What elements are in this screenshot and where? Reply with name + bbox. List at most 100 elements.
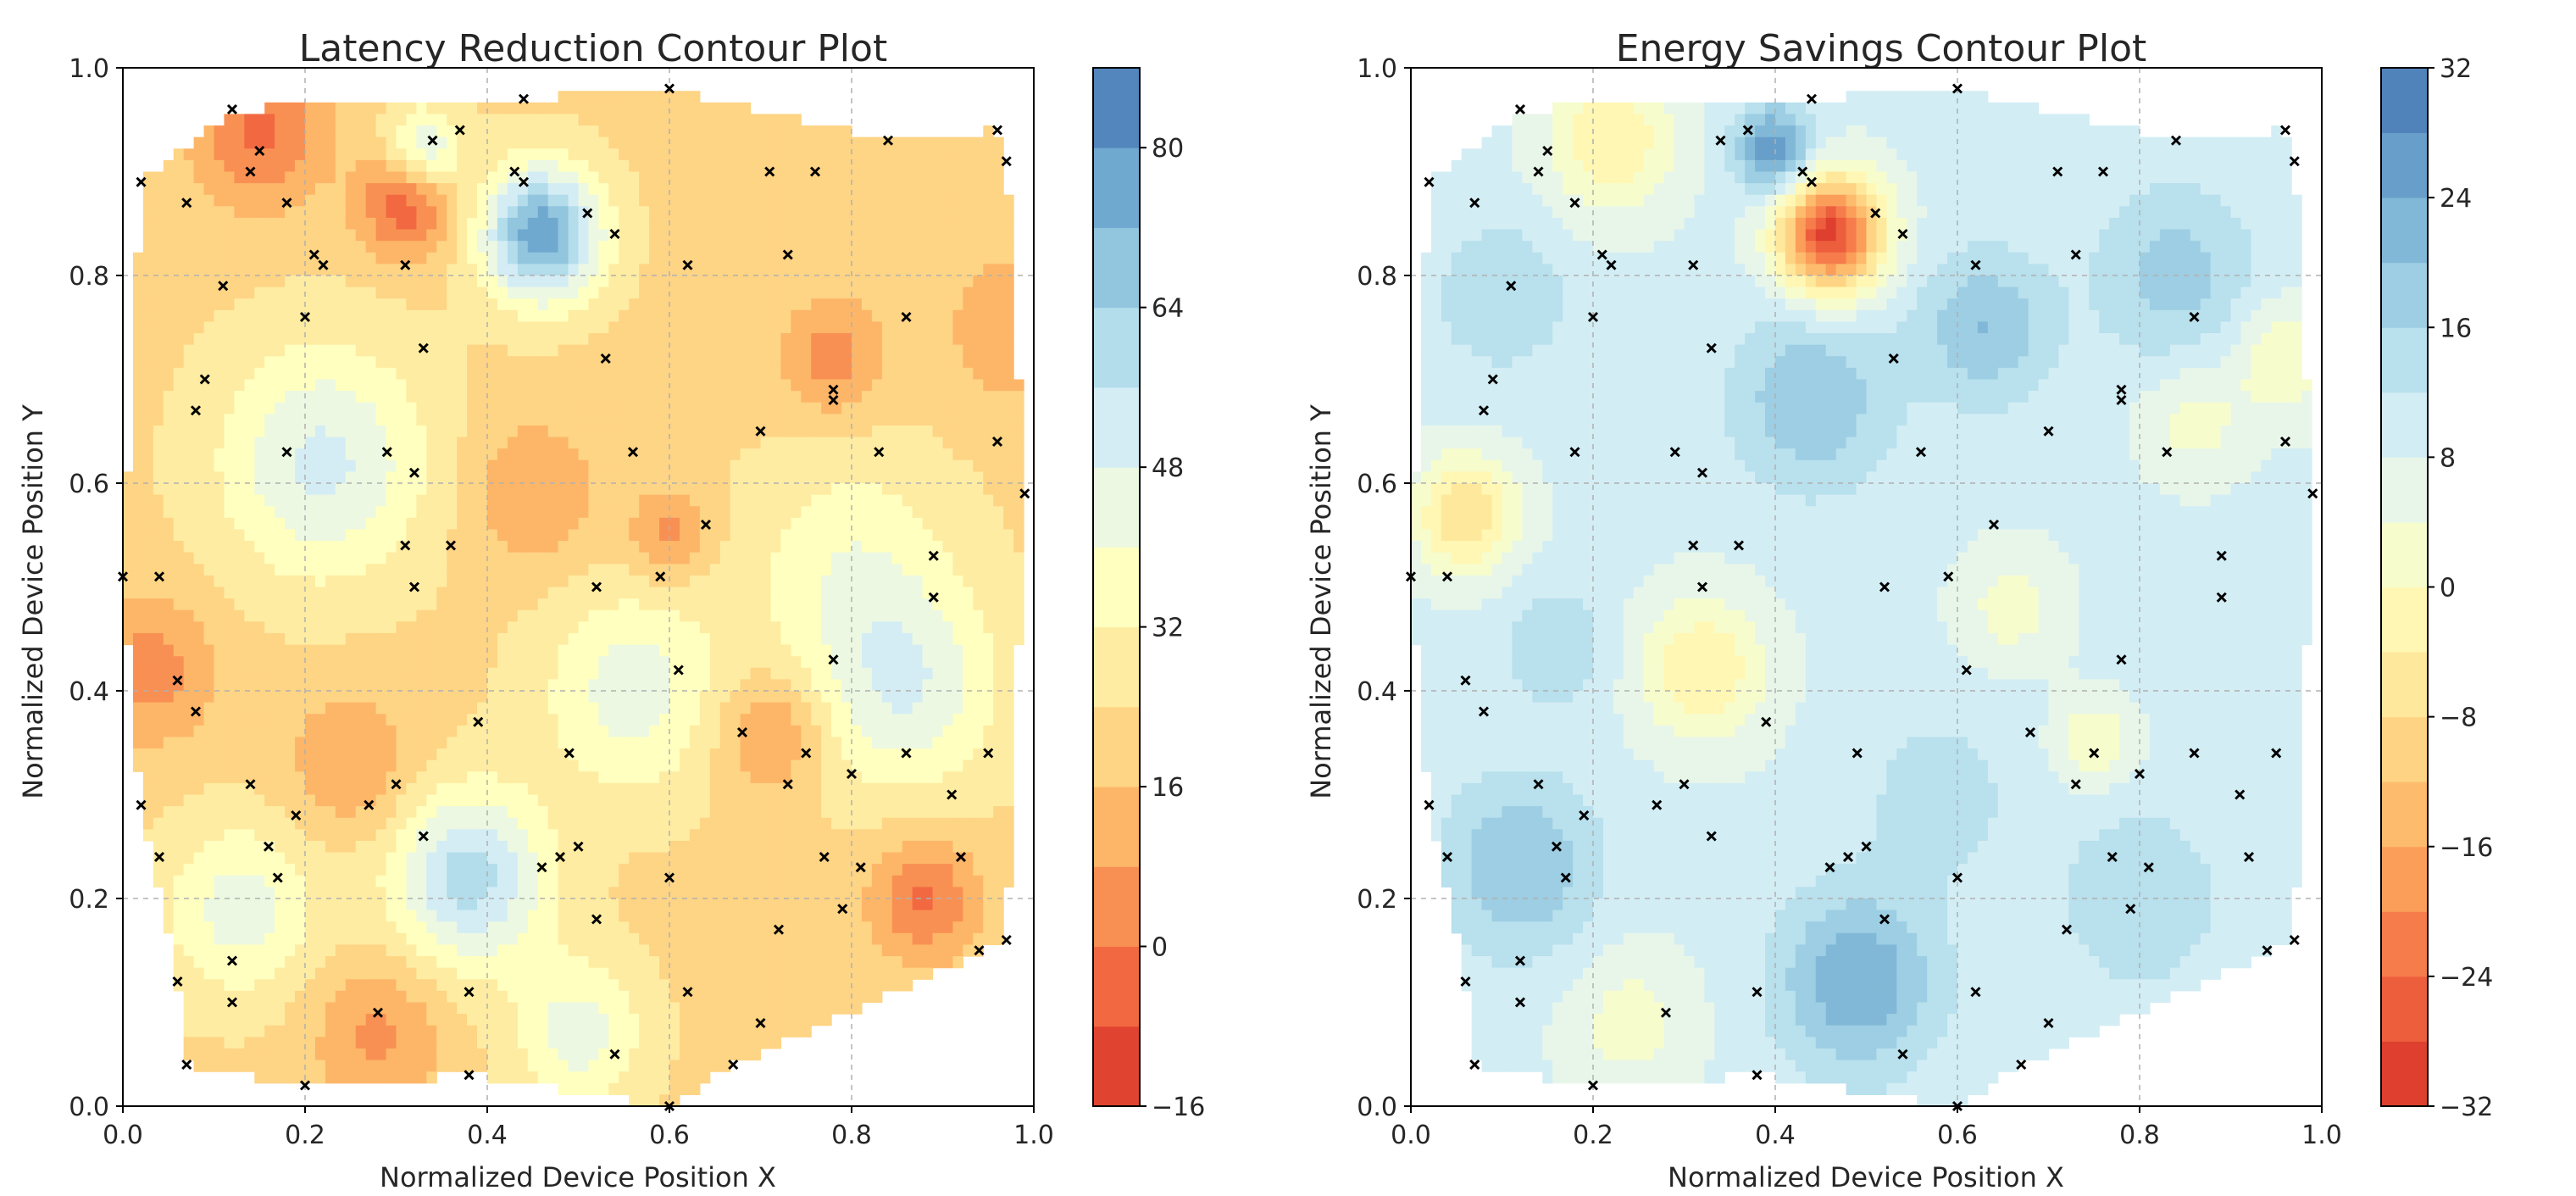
contour-cell [335, 148, 347, 161]
contour-cell [244, 425, 255, 438]
contour-cell [325, 344, 336, 357]
contour-cell [659, 298, 670, 311]
contour-cell [234, 194, 245, 207]
contour-cell [153, 587, 164, 599]
contour-cell [669, 840, 680, 854]
contour-cell [730, 379, 741, 392]
contour-cell [295, 656, 306, 669]
contour-cell [375, 932, 387, 946]
contour-cell [659, 541, 670, 553]
contour-cell [608, 125, 619, 138]
contour-cell [477, 1037, 488, 1049]
contour-cell [224, 609, 235, 622]
contour-cell [426, 679, 437, 692]
contour-cell [719, 921, 731, 934]
contour-cell [396, 691, 408, 704]
contour-cell [497, 483, 508, 496]
contour-cell [396, 1014, 408, 1026]
contour-cell [224, 852, 235, 865]
contour-cell [416, 437, 427, 449]
contour-cell [659, 286, 670, 299]
contour-cell [264, 494, 275, 507]
contour-cell [669, 1048, 680, 1061]
contour-cell [203, 667, 215, 680]
contour-cell [285, 241, 296, 253]
contour-cell [527, 771, 539, 784]
contour-cell [639, 667, 650, 680]
contour-cell [305, 702, 316, 715]
contour-cell [588, 691, 599, 704]
contour-cell [527, 575, 539, 588]
contour-cell [568, 333, 580, 346]
contour-cell [457, 921, 468, 934]
contour-cell [355, 956, 367, 969]
contour-cell [467, 459, 478, 472]
contour-cell [264, 944, 275, 957]
contour-cell [285, 286, 296, 299]
contour-cell [669, 806, 680, 819]
contour-cell [406, 391, 417, 403]
contour-cell [254, 541, 265, 553]
contour-cell [183, 171, 195, 184]
contour-cell [457, 794, 468, 807]
contour-cell [173, 344, 185, 357]
contour-cell [507, 1060, 519, 1072]
contour-cell [689, 159, 701, 173]
contour-cell [608, 1082, 619, 1095]
contour-cell [497, 425, 508, 438]
contour-cell [598, 333, 609, 346]
contour-cell [314, 275, 326, 288]
contour-cell [163, 771, 175, 784]
contour-cell [295, 541, 306, 553]
contour-cell [497, 171, 508, 184]
contour-cell [406, 171, 417, 184]
contour-cell [447, 344, 458, 357]
contour-cell [719, 264, 731, 276]
contour-cell [254, 136, 265, 149]
contour-cell [588, 1014, 599, 1026]
contour-cell [669, 1060, 680, 1072]
contour-cell [375, 459, 387, 472]
contour-cell [436, 887, 447, 899]
contour-cell [153, 748, 164, 761]
contour-cell [396, 759, 408, 772]
contour-cell [305, 552, 316, 565]
contour-cell [669, 252, 680, 264]
contour-cell [426, 806, 437, 819]
contour-cell [436, 183, 447, 196]
contour-cell [619, 598, 630, 611]
contour-cell [578, 714, 590, 726]
contour-cell [568, 782, 580, 796]
contour-cell [355, 979, 367, 992]
contour-cell [244, 587, 255, 599]
contour-cell [335, 494, 347, 507]
contour-cell [639, 333, 650, 346]
contour-cell [314, 494, 326, 507]
contour-cell [264, 264, 275, 276]
contour-cell [598, 194, 609, 207]
contour-cell [527, 667, 539, 680]
contour-cell [234, 529, 245, 542]
contour-cell [275, 990, 286, 1004]
contour-cell [314, 932, 326, 946]
contour-cell [547, 1048, 559, 1061]
contour-cell [659, 691, 670, 704]
contour-cell [183, 379, 195, 392]
contour-cell [173, 806, 185, 819]
contour-cell [568, 898, 580, 911]
contour-cell [527, 1002, 539, 1015]
contour-cell [264, 252, 275, 264]
contour-cell [386, 609, 397, 622]
contour-cell [558, 771, 569, 784]
contour-cell [305, 875, 316, 887]
contour-cell [487, 321, 498, 334]
contour-cell [375, 817, 387, 830]
contour-cell [224, 494, 235, 507]
contour-cell [335, 667, 347, 680]
contour-cell [507, 541, 519, 553]
contour-cell [699, 264, 711, 276]
contour-cell [709, 541, 721, 553]
contour-cell [254, 587, 265, 599]
contour-cell [254, 402, 265, 414]
contour-cell [386, 275, 397, 288]
